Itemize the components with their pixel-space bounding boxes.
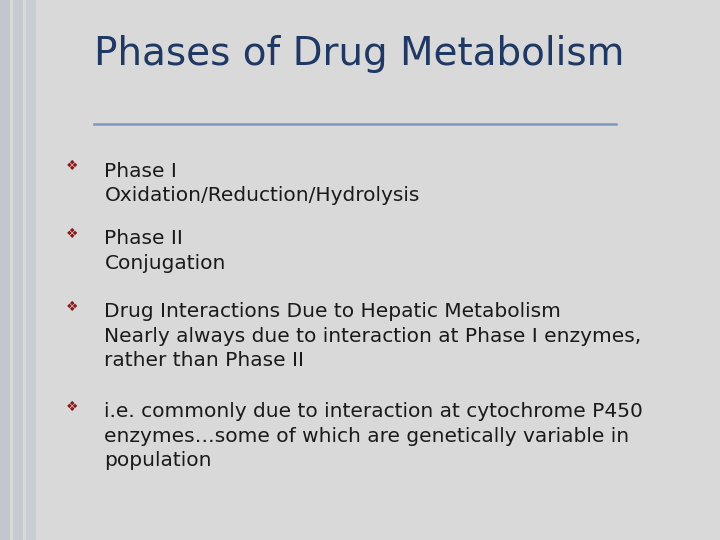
Text: Phase II
Conjugation: Phase II Conjugation <box>104 230 226 273</box>
Bar <box>26 0 36 540</box>
Text: Phases of Drug Metabolism: Phases of Drug Metabolism <box>94 35 624 73</box>
Text: ❖: ❖ <box>66 300 78 314</box>
Bar <box>0 0 10 540</box>
Text: ❖: ❖ <box>66 227 78 241</box>
Text: Phase I
Oxidation/Reduction/Hydrolysis: Phase I Oxidation/Reduction/Hydrolysis <box>104 162 420 205</box>
Text: Drug Interactions Due to Hepatic Metabolism
Nearly always due to interaction at : Drug Interactions Due to Hepatic Metabol… <box>104 302 642 370</box>
Text: ❖: ❖ <box>66 400 78 414</box>
Text: ❖: ❖ <box>66 159 78 173</box>
Bar <box>13 0 23 540</box>
Text: i.e. commonly due to interaction at cytochrome P450
enzymes…some of which are ge: i.e. commonly due to interaction at cyto… <box>104 402 643 470</box>
